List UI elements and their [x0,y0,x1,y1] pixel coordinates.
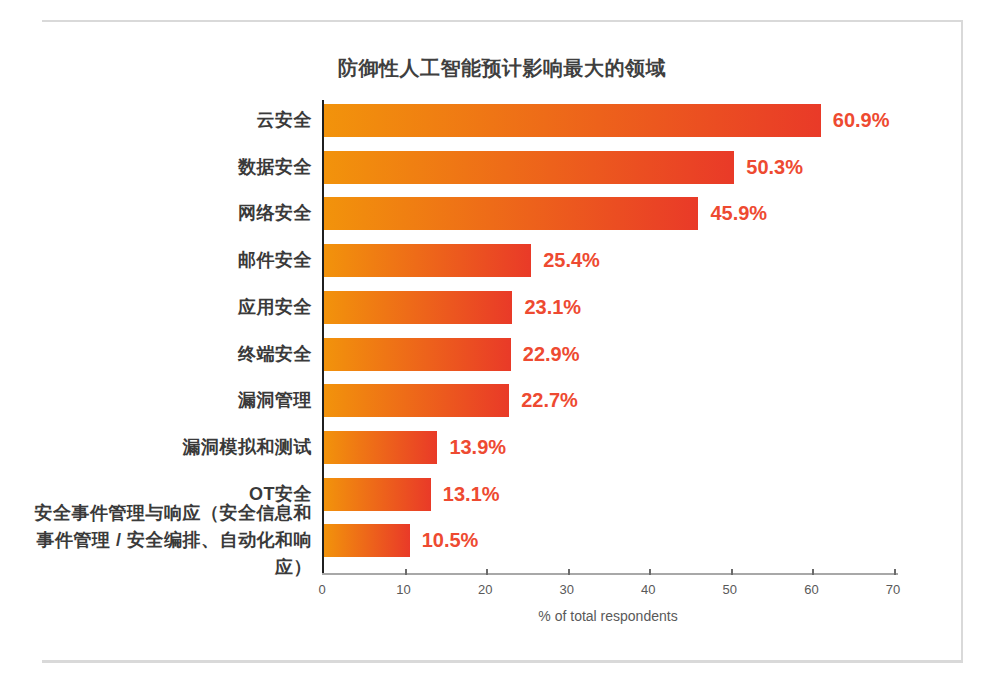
bar [324,384,509,417]
value-label: 60.9% [833,104,890,137]
x-axis-tick-label: 10 [396,582,410,597]
chart-title: 防御性人工智能预计影响最大的领域 [42,55,962,82]
x-axis-tick-mark [812,569,814,575]
bar [324,244,531,277]
x-axis-tick-label: 30 [559,582,573,597]
bar [324,478,431,511]
x-axis-tick-mark [486,569,488,575]
x-axis-tick-labels: 010203040506070 [322,582,894,600]
bar [324,291,512,324]
category-axis: 云安全数据安全网络安全邮件安全应用安全终端安全漏洞管理漏洞模拟和测试OT安全安全… [28,100,312,575]
value-label: 13.1% [443,478,500,511]
value-label: 50.3% [746,151,803,184]
value-label: 22.9% [523,338,580,371]
x-axis-tick-mark [568,569,570,575]
value-label: 25.4% [543,244,600,277]
x-axis-tick-mark [649,569,651,575]
x-axis-tick-mark [894,569,896,575]
category-label: 网络安全 [28,197,312,230]
plot-area: 60.9% 50.3% 45.9% 25.4% 23.1% 22.9% 22.7% 13.9%… [322,100,896,575]
bar [324,524,410,557]
value-label: 13.9% [449,431,506,464]
category-label: 云安全 [28,104,312,137]
chart-page: { "chart_data": { "type": "bar", "orient… [0,0,984,674]
value-label: 45.9% [710,197,767,230]
value-label: 22.7% [521,384,578,417]
x-axis-tick-mark [731,569,733,575]
x-axis-tick-label: 40 [641,582,655,597]
category-label: 漏洞模拟和测试 [28,431,312,464]
category-label: 数据安全 [28,151,312,184]
bar [324,104,821,137]
x-axis-tick-mark [405,569,407,575]
value-label: 23.1% [524,291,581,324]
category-label: 应用安全 [28,291,312,324]
value-label: 10.5% [422,524,479,557]
x-axis-title: % of total respondents [322,608,894,624]
x-axis-tick-label: 0 [318,582,325,597]
category-label: 漏洞管理 [28,384,312,417]
bar [324,151,734,184]
bar [324,338,511,371]
x-axis-tick-label: 20 [478,582,492,597]
category-label: 终端安全 [28,338,312,371]
category-label: 邮件安全 [28,244,312,277]
x-axis-tick-label: 50 [723,582,737,597]
bar [324,197,698,230]
x-axis-tick-label: 70 [886,582,900,597]
category-label: 安全事件管理与响应（安全信息和事件管理 / 安全编排、自动化和响应） [28,524,312,557]
x-axis-tick-label: 60 [804,582,818,597]
bar [324,431,437,464]
